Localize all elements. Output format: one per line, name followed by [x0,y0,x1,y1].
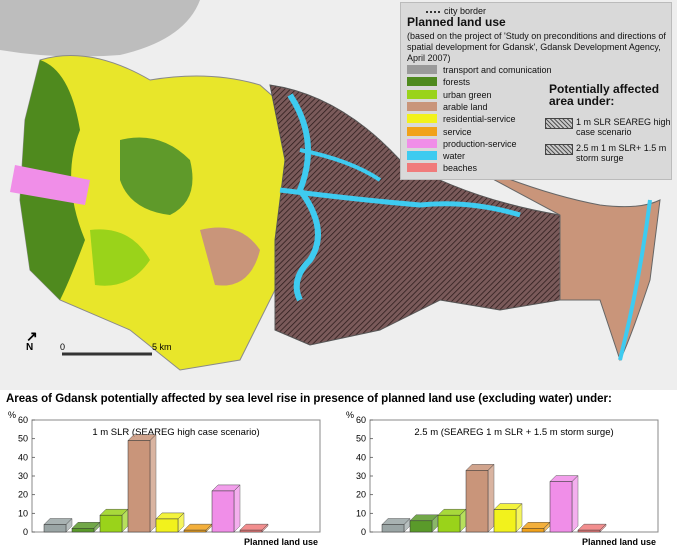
legend-subtitle: (based on the project of 'Study on preco… [407,31,666,63]
y-tick-label: 10 [356,508,366,518]
bar [239,529,263,533]
affected-label-2-5m: 2.5 m 1 m SLR+ 1.5 m storm surge [576,143,667,163]
legend-item-label: service [443,126,472,137]
legend-item: residential-service [407,114,516,124]
legend-item-label: forests [443,77,471,88]
map-legend: city border Planned land use (based on t… [400,2,672,180]
forest-zone-central [120,137,193,215]
legend-item: water [407,151,465,161]
legend-item-label: production-service [443,138,517,149]
bar [183,529,207,533]
y-tick-label: 40 [18,452,28,462]
color-swatch-icon [407,65,437,74]
bar [43,524,67,533]
affected-area [269,84,561,346]
bar [521,528,545,533]
bar-side [149,433,157,533]
y-tick-label: 50 [18,434,28,444]
x-axis-label: Planned land use [244,537,318,547]
river-dead-vistula [279,187,521,218]
affected-title: Potentially affected area under: [549,82,660,108]
bar [155,518,179,533]
legend-item: beaches [407,163,477,173]
bar [127,440,151,533]
bar-side [233,484,241,533]
y-tick-label: 40 [356,452,366,462]
legend-item-label: arable land [443,101,488,112]
coast-water-east [618,199,652,361]
bar [99,514,123,533]
affected-label-1m: 1 m SLR SEAREG high case scenario [576,117,671,137]
legend-item-label: residential-service [443,114,516,125]
legend-item-label: water [443,151,466,162]
bar [71,528,95,533]
legend-item: service [407,126,472,137]
y-tick-label: 50 [356,434,366,444]
production-zone-west [10,165,90,205]
chart-title: 2.5 m (SEAREG 1 m SLR + 1.5 m storm surg… [414,427,613,438]
y-tick-label: 10 [18,508,28,518]
color-swatch-icon [407,89,437,99]
canal [299,148,382,182]
color-swatch-icon [407,77,437,87]
north-arrow: ↗ N [26,328,38,353]
legend-item-label: beaches [443,163,478,174]
bar [437,514,461,533]
y-tick-label: 0 [23,527,28,537]
river-vistula [287,93,321,302]
color-swatch-icon [407,163,437,173]
bar [549,481,573,533]
legend-item: arable land [407,101,488,112]
bar [493,509,517,533]
legend-item: forests [407,77,470,87]
bar [381,524,405,533]
hatch-swatch-icon [545,144,573,155]
bar-chart-2-5m: 0 10 20 30 40 50 60% 2.5 m (SEAREG 1 m SLR + 1.… [346,410,659,547]
bar-chart-1m: 0 10 20 30 40 50 60% 1 m SLR (SEAREG high case … [8,410,321,547]
arable-zone-west [200,227,260,286]
legend-item: transport and comunication [407,65,552,75]
y-tick-label: 20 [356,490,366,500]
y-tick-label: 30 [356,471,366,481]
y-axis-label: % [346,410,354,420]
bar-side [571,474,579,533]
city-border-legend: city border [426,6,486,16]
x-axis-label: Planned land use [582,537,656,547]
y-tick-label: 60 [18,415,28,425]
scale-zero: 0 [60,342,66,352]
legend-item: urban green [407,89,492,100]
color-swatch-icon [407,114,437,124]
bar [409,520,433,533]
sea-area [0,0,200,57]
legend-item-label: transport and comunication [443,65,552,75]
bar [465,470,489,533]
color-swatch-icon [407,138,437,148]
color-swatch-icon [407,101,437,111]
charts-title: Areas of Gdansk potentially affected by … [6,393,612,405]
north-arrow-icon: ↗ [26,328,38,344]
scale-label: 5 km [152,342,172,352]
y-tick-label: 20 [18,490,28,500]
bar [211,490,235,533]
y-axis-label: % [8,410,16,420]
y-tick-label: 0 [361,527,366,537]
city-border-label: city border [444,6,487,16]
dotted-line-icon [426,10,440,13]
urban-green-zone [90,229,150,286]
scale-labels: 0 5 km [60,342,172,352]
legend-item-label: urban green [443,89,492,100]
hatch-swatch-icon [545,118,573,129]
legend-title: Planned land use [407,15,506,29]
bar-side [487,463,495,533]
bar [577,529,601,533]
y-tick-label: 30 [18,471,28,481]
legend-item: production-service [407,138,517,149]
y-tick-label: 60 [356,415,366,425]
color-swatch-icon [407,126,437,136]
north-label: N [26,342,34,353]
color-swatch-icon [407,151,437,161]
chart-title: 1 m SLR (SEAREG high case scenario) [92,427,259,438]
